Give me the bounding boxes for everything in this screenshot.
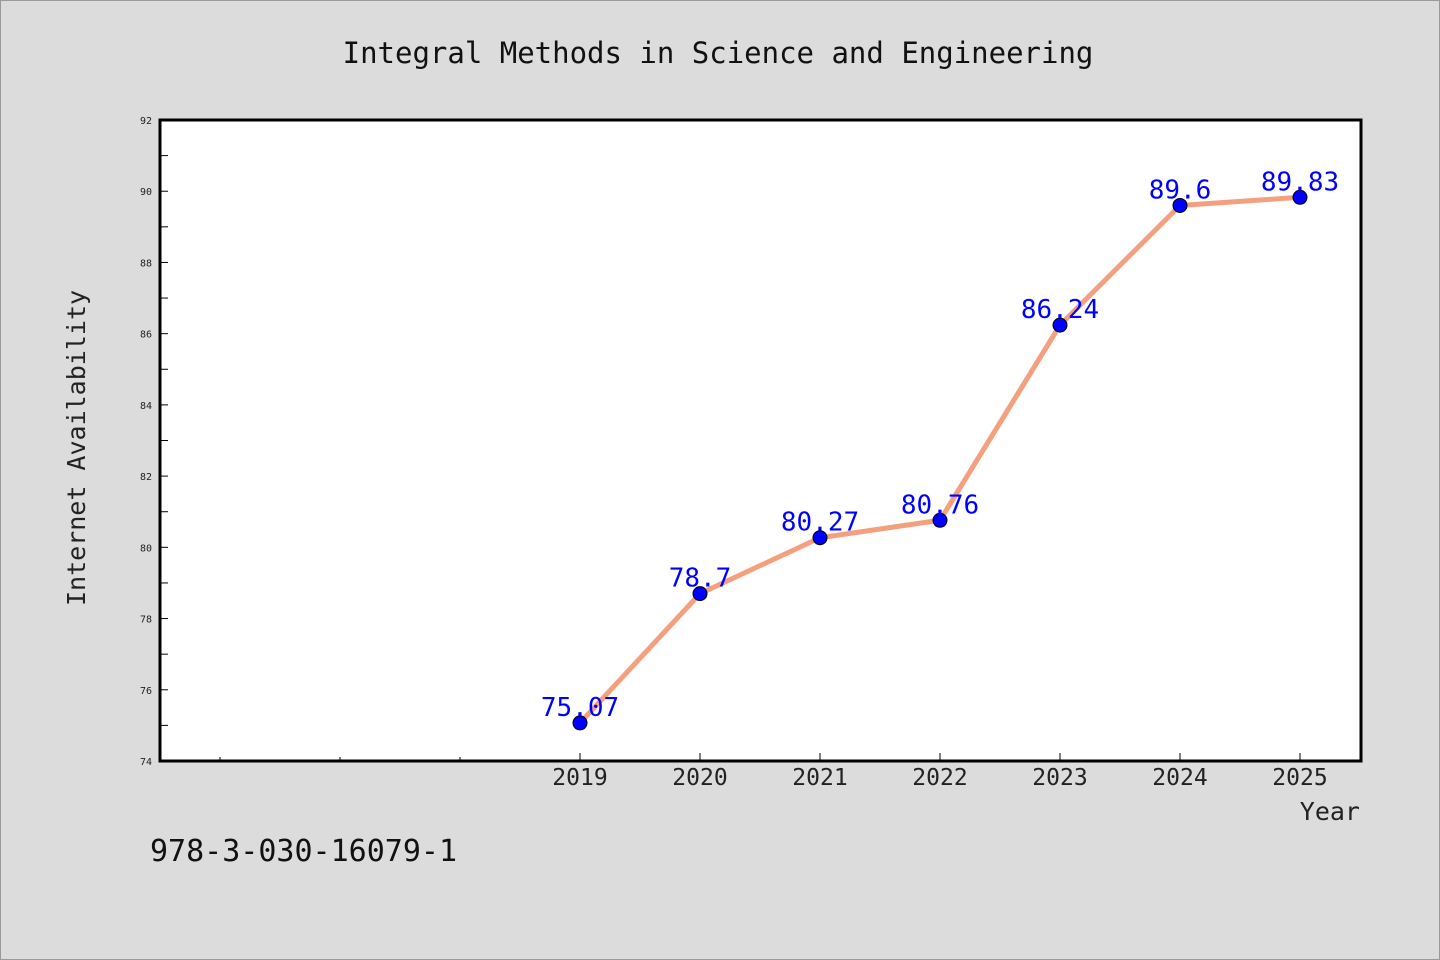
- chart-title: Integral Methods in Science and Engineer…: [343, 36, 1094, 70]
- y-tick-label: 84: [140, 401, 152, 412]
- data-label: 86.24: [1021, 295, 1099, 325]
- x-axis-label: Year: [1300, 797, 1360, 826]
- x-tick-label: 2023: [1032, 765, 1087, 791]
- y-tick-label: 92: [140, 116, 152, 127]
- isbn-footer: 978-3-030-16079-1: [150, 834, 458, 869]
- data-point: [1052, 317, 1068, 333]
- x-tick-label: 2025: [1272, 765, 1327, 791]
- data-point: [812, 530, 828, 546]
- x-tick-label: 2019: [552, 765, 607, 791]
- x-tick-label: 2021: [792, 765, 847, 791]
- data-point: [1172, 197, 1188, 213]
- y-tick-label: 78: [140, 615, 152, 626]
- data-label: 80.27: [781, 508, 859, 538]
- x-tick-label: 2022: [912, 765, 967, 791]
- x-tick-label: 2024: [1152, 765, 1207, 791]
- y-tick-label: 90: [140, 187, 152, 198]
- x-tick-label: 2020: [672, 765, 727, 791]
- data-point: [692, 586, 708, 602]
- data-label: 78.7: [669, 564, 732, 594]
- plot-area: [158, 118, 1363, 763]
- y-tick-label: 88: [140, 258, 152, 269]
- data-label: 75.07: [541, 693, 619, 723]
- data-point: [572, 715, 588, 731]
- series-layer: 75.07 78.7 80.27 80.76 86.24 89.6 89.83: [541, 167, 1339, 731]
- data-point: [1292, 189, 1308, 205]
- data-label: 89.6: [1149, 175, 1212, 205]
- y-tick-label: 80: [140, 543, 152, 554]
- y-tick-label: 86: [140, 330, 152, 341]
- y-axis-label: Internet Availability: [62, 290, 91, 606]
- x-axis: 2019 2020 2021 2022 2023 2024 2025: [219, 753, 1328, 791]
- data-label: 80.76: [901, 490, 979, 520]
- y-tick-label: 76: [140, 686, 152, 697]
- y-tick-label: 82: [140, 472, 152, 483]
- data-label: 89.83: [1261, 167, 1339, 197]
- y-tick-label: 74: [140, 757, 152, 768]
- y-axis: 74 76 78 80 82 84 86 88 90 92: [140, 116, 168, 768]
- data-point: [932, 512, 948, 528]
